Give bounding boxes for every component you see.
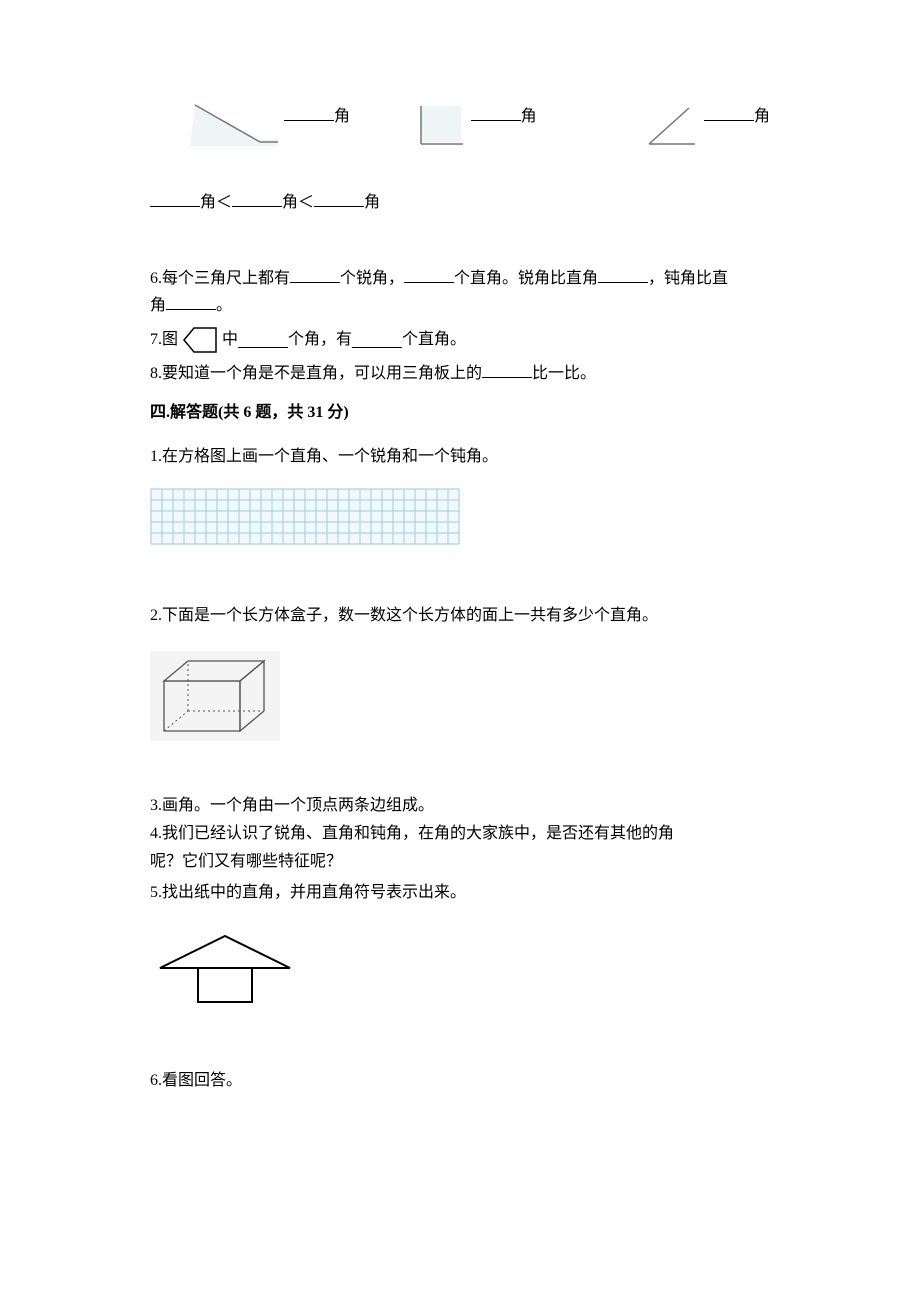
angle-acute: 角 (645, 100, 770, 150)
problem-5-house (150, 930, 770, 1019)
problem-2-text: 2.下面是一个长方体盒子，数一数这个长方体的面上一共有多少个直角。 (150, 603, 770, 629)
angle-obtuse-label: 角 (284, 104, 350, 150)
problem-2-cuboid (150, 651, 770, 750)
question-6-line2: 角。 (150, 293, 770, 319)
question-6-line1: 6.每个三角尺上都有个锐角，个直角。锐角比直角，钝角比直 (150, 266, 770, 292)
problem-4-line1: 4.我们已经认识了锐角、直角和钝角，在角的大家族中，是否还有其他的角 (150, 821, 770, 847)
section-4-header: 四.解答题(共 6 题，共 31 分) (150, 400, 770, 426)
problem-5-text: 5.找出纸中的直角，并用直角符号表示出来。 (150, 880, 770, 906)
problem-1-text: 1.在方格图上画一个直角、一个锐角和一个钝角。 (150, 444, 770, 470)
angle-obtuse: 角 (190, 100, 350, 150)
problem-1-grid (150, 488, 770, 554)
question-7: 7.图 中个角，有个直角。 (150, 325, 770, 355)
problem-4-line2: 呢？它们又有哪些特征呢？ (150, 849, 770, 875)
question-8: 8.要知道一个角是不是直角，可以用三角板上的比一比。 (150, 361, 770, 387)
pentagon-icon (180, 325, 220, 355)
problem-6-text: 6.看图回答。 (150, 1068, 770, 1094)
angle-right-label: 角 (471, 104, 537, 150)
angle-compare-line: 角＜角＜角 (150, 190, 770, 216)
angle-diagrams-row: 角 角 角 (190, 100, 770, 150)
problem-3-text: 3.画角。一个角由一个顶点两条边组成。 (150, 793, 770, 819)
angle-acute-label: 角 (704, 104, 770, 150)
angle-right: 角 (417, 100, 537, 150)
